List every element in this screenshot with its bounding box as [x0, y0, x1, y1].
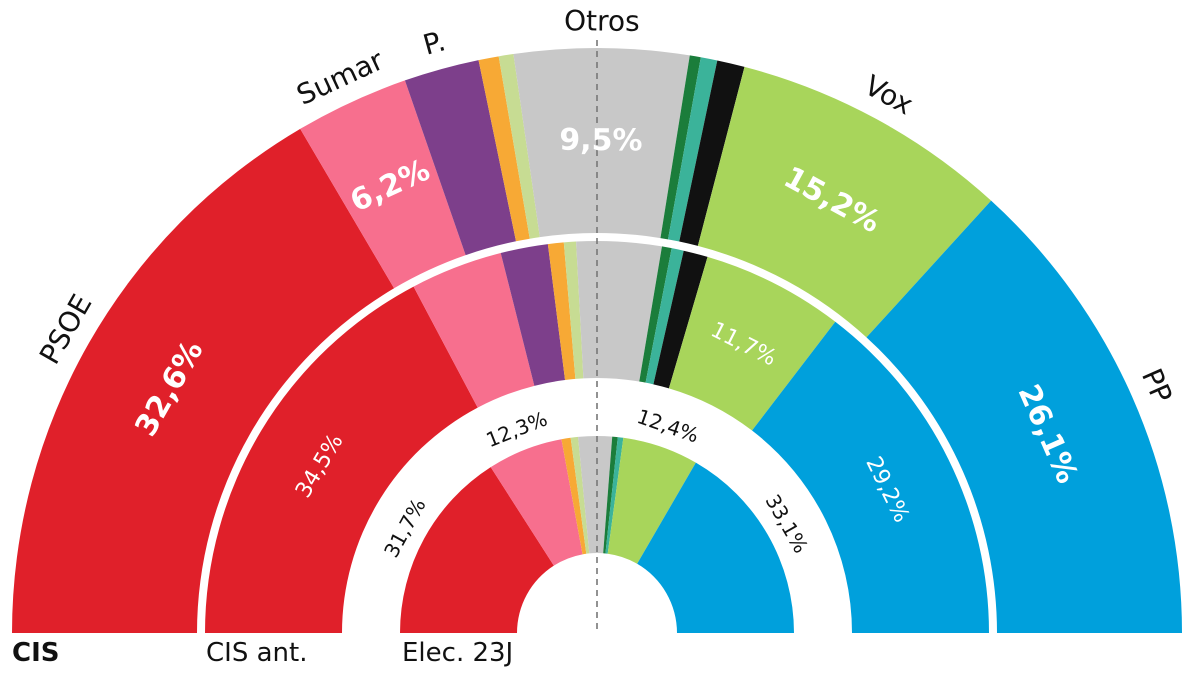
segment-cis-pp-10 — [866, 200, 1182, 633]
segment-cis-ant-minor-6 — [639, 246, 672, 383]
segment-cis-psoe-0 — [12, 128, 395, 633]
segment-cis-minor-3 — [478, 56, 530, 242]
segment-cis-ant-psoe-0 — [205, 286, 478, 633]
segment-cis-sumar-1 — [300, 80, 466, 289]
segment-cis-ant-minor-3 — [547, 242, 576, 381]
ring-title-cis-ant: CIS ant. — [206, 638, 308, 668]
value-label-cis-otros: 9,5% — [559, 123, 642, 159]
segment-cis-vox-9 — [697, 66, 992, 338]
segment-cis-ant-sumar-1 — [413, 253, 535, 408]
segment-cis-ant-minor-4 — [563, 241, 584, 379]
value-label-elec-23j-vox: 12,4% — [634, 404, 702, 447]
segment-elec-23j-minor-2 — [561, 437, 587, 555]
segment-cis-ant-p-2 — [500, 244, 566, 386]
segment-cis-minor-8 — [679, 60, 745, 246]
segment-elec-23j-otros-4 — [578, 436, 613, 554]
party-label-pp: PP — [1135, 364, 1179, 408]
ring-title-cis: CIS — [12, 638, 60, 668]
segment-cis-ant-vox-9 — [668, 256, 836, 431]
party-label-vox: Vox — [859, 69, 919, 122]
segment-cis-minor-4 — [498, 54, 540, 239]
segment-cis-otros-5 — [513, 47, 690, 239]
segment-elec-23j-vox-7 — [607, 437, 696, 564]
segment-cis-ant-minor-7 — [645, 248, 684, 385]
segment-elec-23j-pp-8 — [637, 462, 794, 633]
ring-title-elec-23j: Elec. 23J — [402, 638, 514, 668]
segment-elec-23j-sumar-1 — [490, 439, 583, 566]
segment-elec-23j-minor-3 — [570, 436, 590, 554]
party-label-p: P. — [419, 24, 448, 62]
segment-cis-minor-6 — [660, 55, 701, 240]
segment-elec-23j-psoe-0 — [400, 467, 554, 633]
segment-elec-23j-minor-5 — [603, 436, 618, 554]
segment-cis-p-2 — [404, 60, 516, 256]
segment-elec-23j-minor-6 — [605, 437, 624, 554]
segment-cis-ant-pp-10 — [752, 321, 989, 633]
segment-cis-ant-minor-8 — [653, 250, 708, 389]
chart-rings — [12, 47, 1182, 633]
segment-cis-minor-7 — [667, 57, 718, 242]
party-label-otros: Otros — [564, 4, 640, 38]
